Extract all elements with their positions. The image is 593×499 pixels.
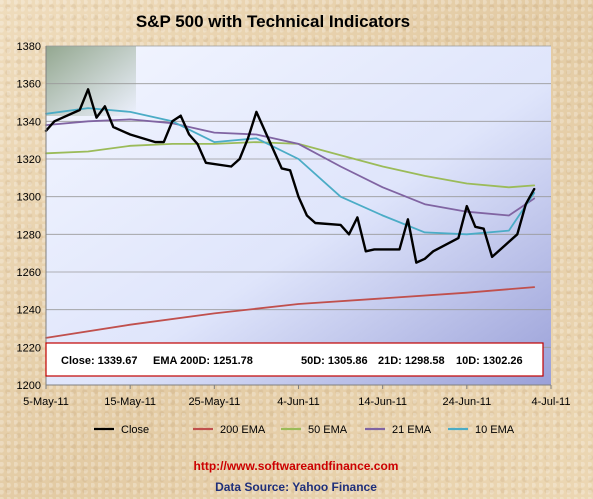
chart-title: S&P 500 with Technical Indicators [136, 12, 410, 31]
y-tick-label: 1300 [17, 192, 41, 204]
summary-box: Close: 1339.67 EMA 200D: 1251.78 50D: 13… [45, 342, 544, 377]
y-tick-label: 1380 [17, 41, 41, 53]
legend-label: Close [121, 424, 149, 436]
legend-label: 21 EMA [392, 424, 432, 436]
x-tick-label: 25-May-11 [188, 396, 240, 408]
series-line-10-ema [45, 107, 536, 236]
x-tick-label: 4-Jun-11 [277, 396, 320, 408]
y-tick-label: 1340 [17, 116, 41, 128]
footer-url[interactable]: http://www.softwareandfinance.com [194, 459, 399, 473]
y-tick-label: 1240 [17, 305, 41, 317]
y-axis-ticks: 1200 1220 1240 1260 1280 1300 1320 1340 1360 1380 [17, 41, 41, 392]
y-tick-label: 1280 [17, 229, 41, 241]
legend-label: 10 EMA [475, 424, 515, 436]
y-tick-label: 1220 [17, 342, 41, 354]
series-line-close [44, 88, 536, 264]
summary-ema200: EMA 200D: 1251.78 [153, 355, 253, 367]
y-tick-label: 1260 [17, 267, 41, 279]
summary-close: Close: 1339.67 [61, 355, 137, 367]
x-axis-ticks: 5-May-11 15-May-11 25-May-11 4-Jun-11 14-Jun… [23, 385, 570, 408]
summary-ema21: 21D: 1298.58 [378, 355, 445, 367]
x-tick-label: 4-Jul-11 [532, 396, 571, 408]
footer-source: Data Source: Yahoo Finance [215, 480, 377, 494]
summary-ema10: 10D: 1302.26 [456, 355, 523, 367]
x-tick-label: 5-May-11 [23, 396, 69, 408]
legend-item: 50 EMA [281, 424, 348, 436]
legend-item: 10 EMA [448, 424, 515, 436]
y-tick-label: 1200 [17, 380, 41, 392]
legend-label: 50 EMA [308, 424, 348, 436]
legend-item: 21 EMA [365, 424, 432, 436]
series-lines [44, 88, 536, 339]
x-tick-label: 15-May-11 [104, 396, 156, 408]
legend-item: 200 EMA [193, 424, 266, 436]
legend-label: 200 EMA [220, 424, 266, 436]
legend-item: Close [94, 424, 149, 436]
x-tick-label: 14-Jun-11 [358, 396, 407, 408]
series-line-21-ema [45, 118, 536, 217]
y-tick-label: 1320 [17, 154, 41, 166]
summary-ema50: 50D: 1305.86 [301, 355, 368, 367]
series-line-200-ema [45, 286, 536, 339]
legend: Close 200 EMA 50 EMA 21 EMA 10 EMA [94, 424, 515, 436]
y-tick-label: 1360 [17, 79, 41, 91]
x-tick-label: 24-Jun-11 [442, 396, 491, 408]
plot-corner-shade [46, 46, 136, 116]
